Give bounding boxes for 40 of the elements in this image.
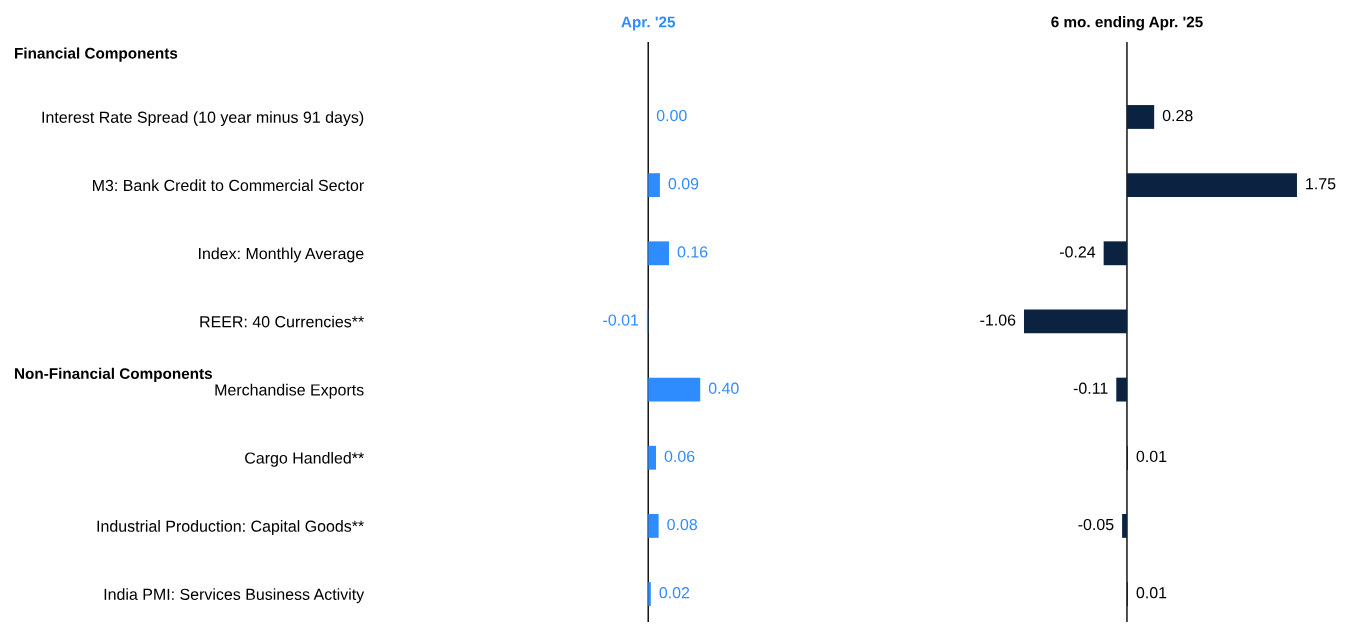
- y-tick-label: India PMI: Services Business Activity: [104, 588, 365, 604]
- chart-title: Apr. '25: [621, 16, 676, 31]
- bar: [648, 377, 701, 402]
- data-label: -0.01: [603, 314, 639, 326]
- data-label: -0.11: [1073, 382, 1108, 394]
- data-label: 0.40: [708, 382, 739, 394]
- bar: [1122, 513, 1127, 538]
- bar: [648, 445, 657, 470]
- data-label: 0.09: [668, 178, 699, 190]
- y-tick-label: Interest Rate Spread (10 year minus 91 days): [42, 111, 364, 127]
- y-tick-label: M3: Bank Credit to Commercial Sector: [92, 179, 364, 192]
- data-label: 0.00: [656, 109, 687, 122]
- chart-title: 6 mo. ending Apr. '25: [1051, 16, 1203, 31]
- text: Non-Financial Components: [15, 367, 212, 383]
- data-label: -1.06: [980, 314, 1016, 326]
- y-tick-label: Merchandise Exports: [215, 383, 364, 399]
- bar: [648, 513, 659, 538]
- data-label: -0.24: [1059, 246, 1096, 258]
- data-label: 1.75: [1306, 178, 1336, 190]
- bar: [1023, 309, 1127, 334]
- data-label: -0.05: [1078, 518, 1114, 531]
- data-label: 0.16: [677, 246, 708, 258]
- data-label: 0.01: [1136, 587, 1167, 599]
- bar: [1116, 377, 1127, 402]
- y-tick-label: Industrial Production: Capital Goods**: [97, 520, 364, 535]
- data-label: 0.08: [667, 518, 698, 531]
- data-label: 0.02: [659, 587, 690, 599]
- y-tick-label: Cargo Handled**: [245, 451, 364, 467]
- y-tick-label: REER: 40 Currencies**: [200, 315, 364, 328]
- bar: [648, 582, 651, 606]
- bar: [1103, 241, 1127, 266]
- data-label: 0.06: [664, 450, 695, 463]
- bar: [1126, 105, 1155, 129]
- bar: [1126, 173, 1297, 198]
- bar: [648, 173, 660, 198]
- data-label: 0.28: [1162, 109, 1193, 122]
- y-tick-label: Index: Monthly Average: [199, 247, 364, 263]
- data-label: 0.01: [1136, 450, 1167, 463]
- text: Financial Components: [15, 47, 178, 62]
- bar: [648, 241, 670, 266]
